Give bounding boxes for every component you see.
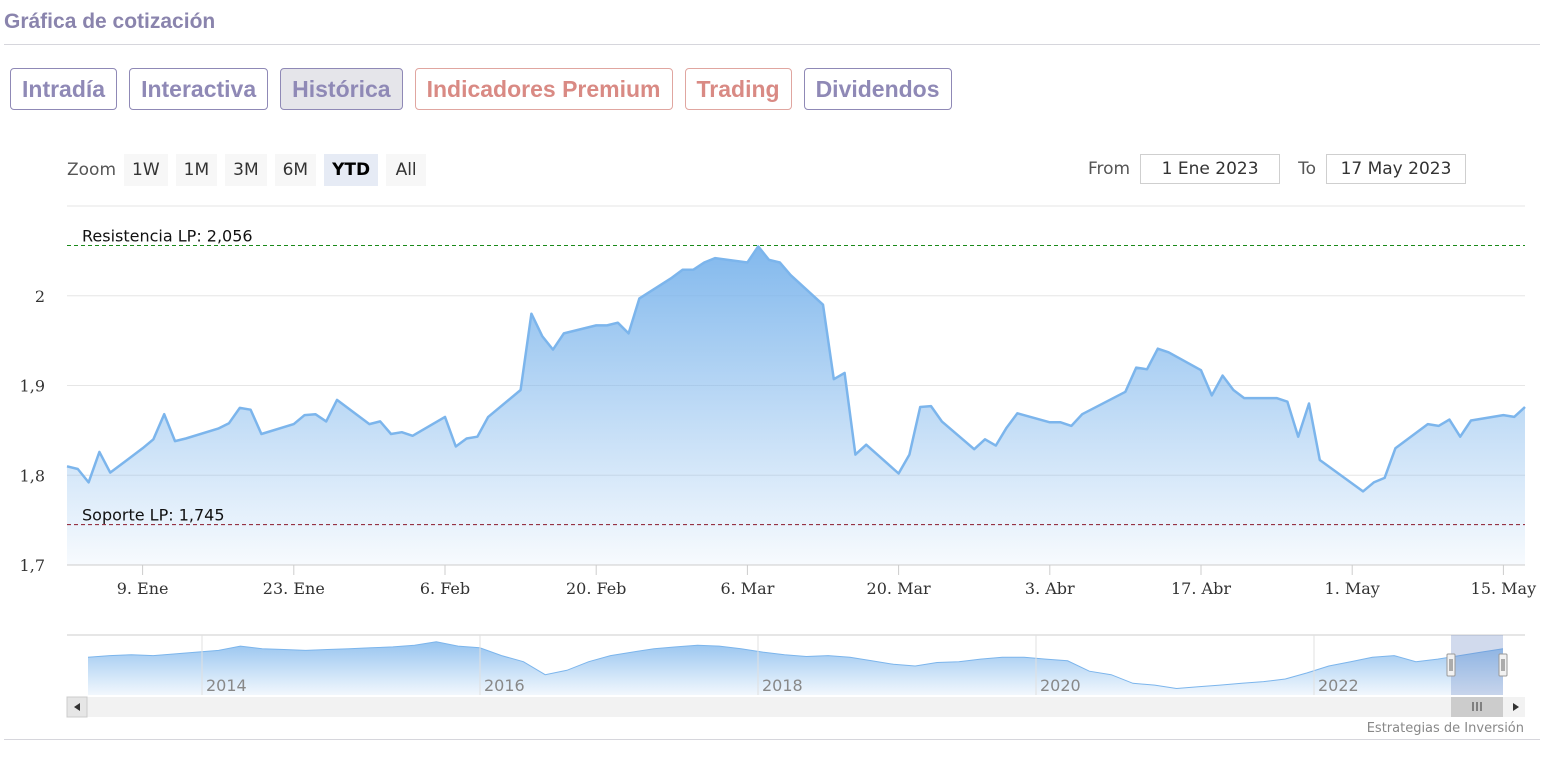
tab-indicadores-premium[interactable]: Indicadores Premium — [414, 68, 673, 110]
date-range-selector: From To — [1088, 154, 1466, 184]
x-tick-label: 20. Feb — [566, 579, 626, 598]
zoom-button-1w[interactable]: 1W — [124, 154, 168, 186]
chart-type-tabs: Intradía Interactiva Histórica Indicador… — [10, 68, 952, 112]
zoom-label: Zoom — [67, 160, 117, 180]
zoom-selector: Zoom 1W 1M 3M 6M YTD All — [67, 154, 434, 186]
tab-intradia[interactable]: Intradía — [10, 68, 118, 110]
to-label: To — [1298, 159, 1316, 179]
navigator-right-handle[interactable] — [1498, 653, 1508, 677]
x-tick-label: 17. Abr — [1171, 579, 1231, 598]
bottom-divider — [4, 739, 1540, 740]
tab-interactiva[interactable]: Interactiva — [129, 68, 269, 110]
navigator-selection — [1451, 635, 1503, 695]
to-date-input[interactable] — [1326, 154, 1466, 184]
tab-trading[interactable]: Trading — [684, 68, 792, 110]
zoom-button-3m[interactable]: 3M — [225, 154, 267, 186]
resistance-label: Resistencia LP: 2,056 — [82, 226, 253, 245]
zoom-button-1m[interactable]: 1M — [175, 154, 218, 186]
from-label: From — [1087, 159, 1131, 179]
zoom-button-all[interactable]: All — [386, 154, 427, 186]
from-date-input[interactable] — [1140, 154, 1281, 184]
x-tick-label: 1. May — [1325, 579, 1380, 598]
x-tick-label: 15. May — [1471, 579, 1537, 598]
tab-historica[interactable]: Histórica — [280, 68, 403, 110]
x-tick-label: 20. Mar — [867, 579, 931, 598]
x-tick-label: 3. Abr — [1025, 579, 1075, 598]
navigator-year-label: 2022 — [1318, 676, 1359, 695]
arrow-right-icon — [1513, 703, 1519, 711]
x-tick-label: 6. Feb — [420, 579, 470, 598]
arrow-left-icon — [74, 703, 80, 711]
page-title: Gráfica de cotización — [4, 10, 216, 33]
navigator-year-label: 2020 — [1040, 676, 1081, 695]
tab-dividendos[interactable]: Dividendos — [803, 68, 952, 110]
price-line — [66, 245, 1526, 493]
y-tick-label: 2 — [35, 287, 45, 306]
navigator-year-label: 2016 — [484, 676, 525, 695]
support-label: Soporte LP: 1,745 — [82, 506, 225, 525]
price-area — [67, 246, 1525, 565]
x-tick-label: 6. Mar — [720, 579, 774, 598]
scrollbar-track[interactable] — [67, 697, 1525, 717]
x-tick-label: 23. Ene — [263, 579, 325, 598]
navigator-year-label: 2018 — [762, 676, 803, 695]
y-tick-label: 1,7 — [20, 556, 45, 575]
zoom-button-6m[interactable]: 6M — [274, 154, 317, 186]
navigator-year-label: 2014 — [206, 676, 247, 695]
y-tick-label: 1,9 — [20, 377, 45, 396]
y-tick-label: 1,8 — [20, 466, 45, 485]
x-tick-label: 9. Ene — [117, 579, 169, 598]
credits-text: Estrategias de Inversión — [1367, 721, 1524, 736]
title-divider — [4, 44, 1540, 45]
zoom-button-ytd[interactable]: YTD — [324, 154, 379, 186]
navigator-area — [88, 641, 1503, 695]
navigator-line — [87, 641, 1504, 690]
navigator-left-handle[interactable] — [1446, 653, 1456, 677]
